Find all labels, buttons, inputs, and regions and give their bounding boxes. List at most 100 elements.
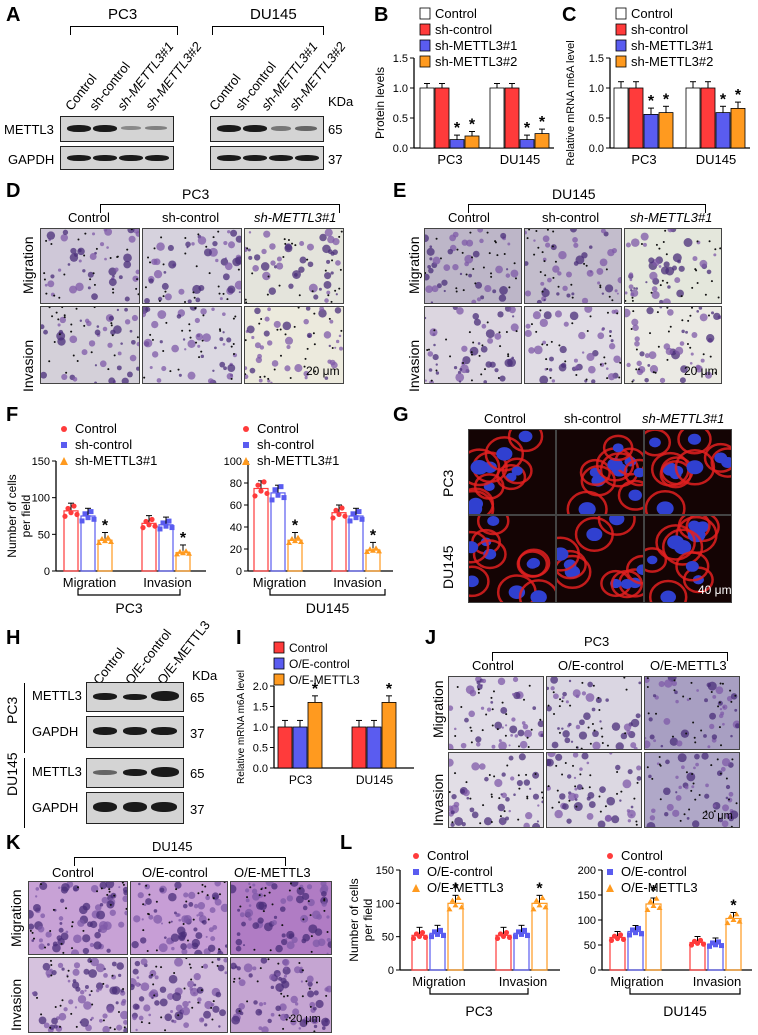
cell xyxy=(512,315,515,318)
cell xyxy=(124,296,130,302)
pore xyxy=(223,882,226,884)
pore xyxy=(217,285,220,288)
data-point xyxy=(700,941,707,947)
cell xyxy=(443,289,446,293)
micrograph-texture xyxy=(425,229,519,303)
cell xyxy=(428,267,434,274)
significance-star: * xyxy=(730,898,737,915)
legend-label: O/E-control xyxy=(621,864,687,879)
cell xyxy=(78,248,82,253)
data-point xyxy=(261,479,267,485)
cell xyxy=(596,268,604,275)
cell xyxy=(591,707,596,712)
cell-line-bracket xyxy=(429,988,529,995)
cell xyxy=(464,261,470,267)
cell xyxy=(630,805,634,809)
data-point xyxy=(730,917,737,923)
pore xyxy=(729,689,732,692)
cell xyxy=(646,307,654,315)
cell xyxy=(475,736,482,743)
cell xyxy=(312,1006,317,1011)
cell xyxy=(541,800,543,804)
pore xyxy=(681,319,684,322)
data-point xyxy=(177,548,183,554)
d-title: PC3 xyxy=(182,186,210,202)
cell xyxy=(153,909,158,913)
e-bracket xyxy=(468,204,706,213)
bar xyxy=(348,515,364,572)
g-row-du145: DU145 xyxy=(440,545,456,589)
legend-label: sh-METTL3#1 xyxy=(631,38,713,53)
cell xyxy=(115,1001,119,1005)
pore xyxy=(185,900,188,903)
pore xyxy=(309,914,312,917)
cell xyxy=(542,235,550,243)
pore xyxy=(197,892,200,895)
cell xyxy=(626,730,632,735)
cell xyxy=(236,966,241,971)
cell xyxy=(427,265,431,269)
data-point xyxy=(96,539,102,545)
pore xyxy=(58,333,61,336)
cell xyxy=(239,912,245,918)
cell xyxy=(659,299,664,303)
pore xyxy=(713,810,716,813)
data-point xyxy=(506,934,513,941)
cell xyxy=(263,330,270,337)
pore xyxy=(544,274,547,277)
significance-star: * xyxy=(536,880,543,897)
cell xyxy=(581,297,589,303)
data-point xyxy=(65,505,71,512)
cell xyxy=(452,231,459,238)
micrograph-texture xyxy=(449,753,543,827)
bar xyxy=(628,87,644,149)
pore xyxy=(553,712,556,715)
pore xyxy=(541,290,544,293)
cell xyxy=(505,816,510,821)
cell xyxy=(200,354,205,359)
cell xyxy=(681,765,685,770)
cell xyxy=(307,261,314,268)
pore xyxy=(264,886,267,889)
pore xyxy=(589,315,592,318)
cell xyxy=(45,931,52,938)
significance-star: * xyxy=(180,530,187,547)
data-point xyxy=(258,488,264,494)
cell xyxy=(557,727,560,730)
cell xyxy=(108,377,116,383)
cell xyxy=(562,285,568,292)
data-point xyxy=(688,942,695,948)
cell xyxy=(86,320,92,327)
micrograph-texture xyxy=(131,882,227,954)
cell xyxy=(72,968,80,976)
cell xyxy=(645,736,647,740)
data-point xyxy=(422,934,429,941)
category-label: DU145 xyxy=(696,152,736,167)
cell xyxy=(629,289,633,292)
cell xyxy=(517,729,525,737)
cell xyxy=(99,242,105,247)
cell xyxy=(586,269,594,277)
membrane xyxy=(661,528,704,566)
cell xyxy=(537,804,540,807)
cell xyxy=(238,291,241,294)
cell xyxy=(651,286,658,292)
cell xyxy=(58,916,64,921)
pore xyxy=(454,734,457,737)
pore xyxy=(696,282,699,285)
y-axis-title: Relative mRNA m6A level xyxy=(565,40,577,165)
cell xyxy=(425,379,427,382)
cell xyxy=(338,346,343,351)
cell xyxy=(257,917,264,924)
nucleus xyxy=(620,579,633,590)
cell xyxy=(270,1012,275,1017)
pore xyxy=(625,688,628,691)
membrane xyxy=(472,539,507,570)
cell xyxy=(481,323,487,329)
pore xyxy=(477,688,480,691)
pore xyxy=(637,368,640,371)
cell xyxy=(587,681,593,688)
pore xyxy=(122,883,125,886)
pore xyxy=(51,315,54,318)
pore xyxy=(310,935,313,938)
